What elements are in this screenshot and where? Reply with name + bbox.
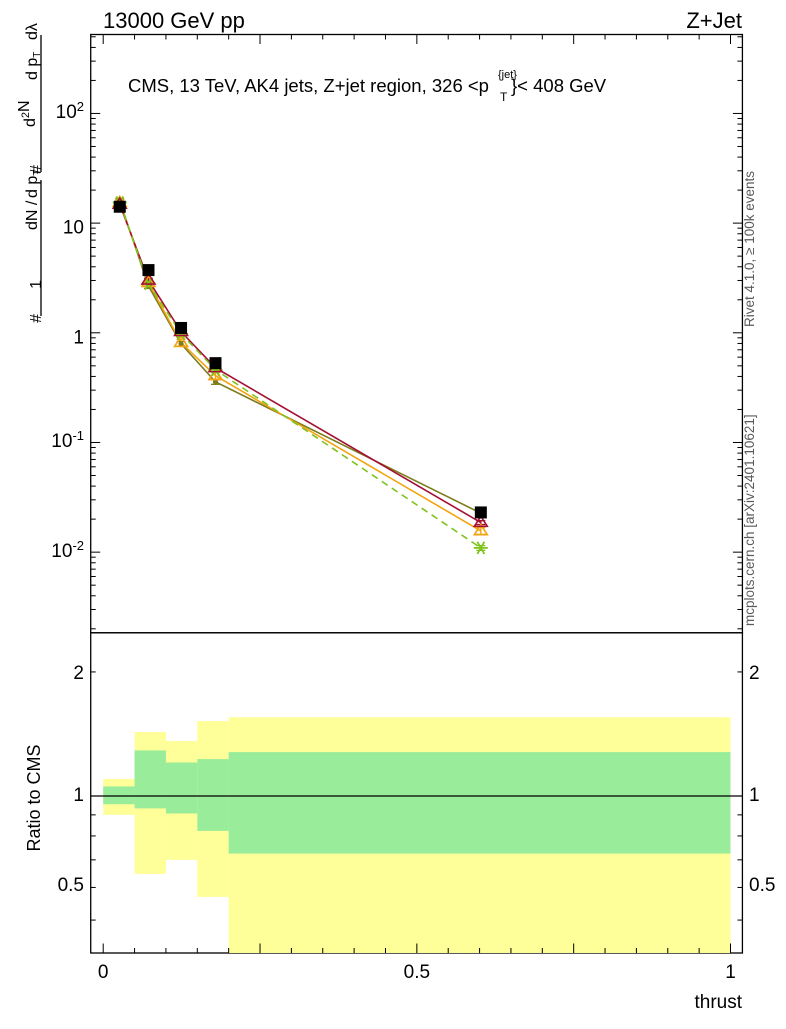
svg-text:T: T (500, 90, 508, 104)
svg-text:dλ: dλ (24, 23, 41, 40)
svg-text:}< 408 GeV: }< 408 GeV (511, 75, 607, 96)
svg-text:1: 1 (725, 962, 736, 983)
svg-text:10: 10 (63, 218, 84, 239)
svg-text:1: 1 (749, 785, 760, 806)
svg-text:0: 0 (98, 962, 109, 983)
svg-text:#: # (28, 314, 45, 323)
svg-text:0.5: 0.5 (749, 875, 775, 896)
svg-text:1: 1 (73, 328, 84, 349)
svg-text:Z+Jet: Z+Jet (686, 8, 742, 33)
svg-text:thrust: thrust (694, 992, 742, 1013)
svg-text:dN /: dN / (24, 200, 41, 230)
svg-text:mcplots.cern.ch [arXiv:2401.10: mcplots.cern.ch [arXiv:2401.10621] (742, 414, 757, 626)
svg-text:Ratio to CMS: Ratio to CMS (24, 744, 44, 851)
svg-text:CMS, 13 TeV, AK4 jets, Z+jet r: CMS, 13 TeV, AK4 jets, Z+jet region, 326… (128, 75, 489, 96)
svg-text:2: 2 (749, 663, 760, 684)
svg-text:0.5: 0.5 (404, 962, 430, 983)
svg-text:0.5: 0.5 (58, 875, 84, 896)
svg-text:1: 1 (28, 280, 45, 289)
svg-text:13000 GeV pp: 13000 GeV pp (103, 8, 245, 33)
svg-text:Rivet 4.1.0, ≥ 100k events: Rivet 4.1.0, ≥ 100k events (742, 171, 757, 327)
svg-text:2: 2 (73, 663, 84, 684)
svg-text:1: 1 (73, 785, 84, 806)
